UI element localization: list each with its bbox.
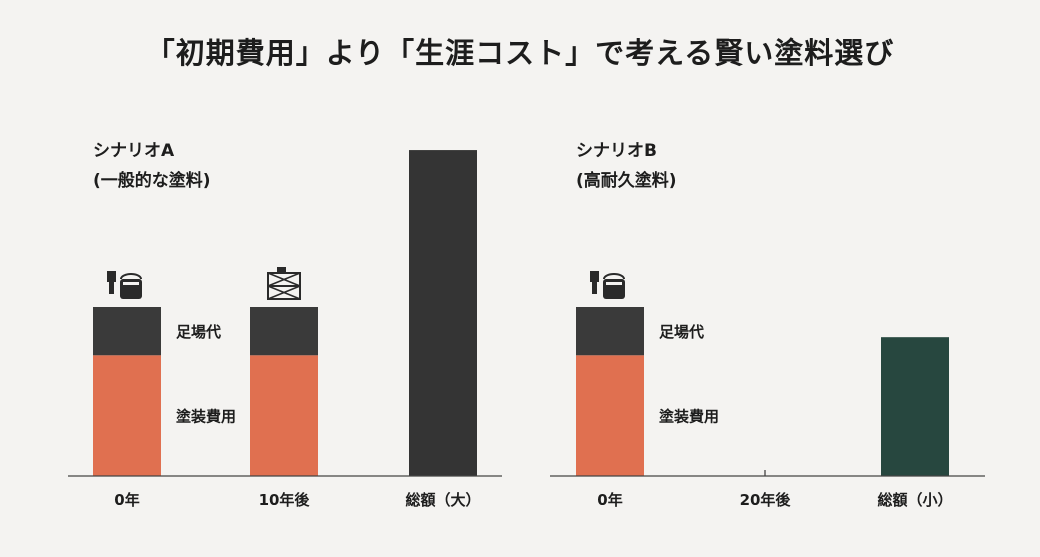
bar-segment — [250, 355, 318, 476]
x-tick-label: 0年 — [597, 491, 622, 509]
series-label: 塗装費用 — [176, 408, 236, 426]
panel-title: シナリオA — [93, 141, 175, 161]
paint-can-icon-part — [123, 282, 139, 285]
series-label: 足場代 — [176, 323, 221, 341]
panel-subtitle: (高耐久塗料) — [576, 170, 677, 191]
bar-segment — [881, 337, 949, 476]
bar-segment — [93, 355, 161, 476]
scaffold-icon-part — [277, 267, 286, 273]
paint-can-icon-part — [592, 282, 597, 294]
panel-subtitle: (一般的な塗料) — [93, 170, 211, 191]
bar-segment — [576, 307, 644, 356]
x-tick-label: 総額（小） — [877, 491, 952, 509]
paint-can-icon — [590, 271, 625, 299]
x-tick-label: 0年 — [114, 491, 139, 509]
series-label: 足場代 — [659, 323, 704, 341]
series-label: 塗装費用 — [659, 408, 719, 426]
scaffold-icon — [267, 267, 301, 300]
paint-can-icon — [107, 271, 142, 299]
bar-segment — [409, 150, 477, 477]
x-tick-label: 20年後 — [740, 491, 792, 509]
scaffold-icon-part — [267, 272, 301, 287]
x-tick-label: 10年後 — [259, 491, 311, 509]
bar-segment — [250, 307, 318, 356]
bar-segment — [93, 307, 161, 356]
paint-can-icon-part — [603, 273, 625, 280]
x-tick-label: 総額（大） — [405, 491, 480, 509]
panel-title: シナリオB — [576, 141, 657, 161]
paint-can-icon-part — [120, 273, 142, 280]
paint-can-icon-part — [109, 282, 114, 294]
paint-can-icon-part — [606, 282, 622, 285]
bar-segment — [576, 355, 644, 476]
paint-can-icon-part — [590, 271, 599, 282]
scaffold-icon-part — [267, 285, 301, 300]
page-title: 「初期費用」より「生涯コスト」で考える賢い塗料選び — [145, 36, 895, 70]
paint-can-icon-part — [107, 271, 116, 282]
